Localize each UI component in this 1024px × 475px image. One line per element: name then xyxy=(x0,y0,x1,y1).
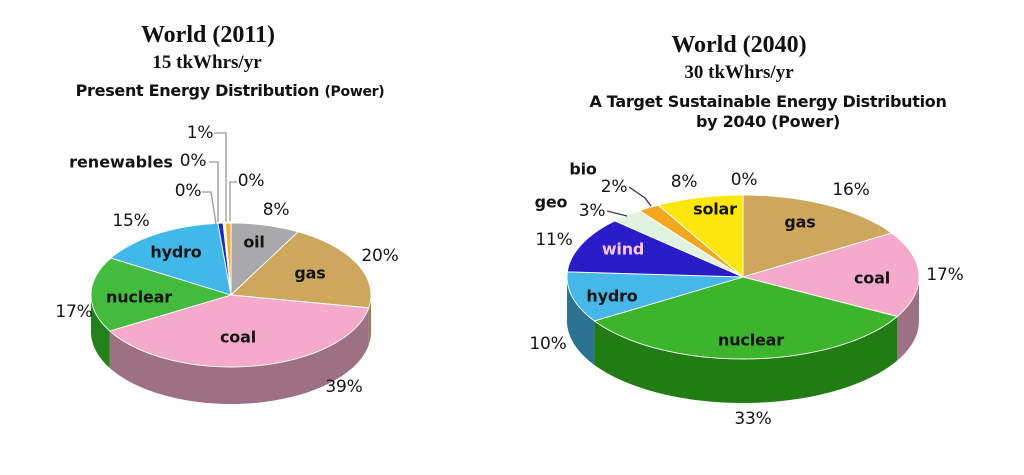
slice-label-nuclear-2040: nuclear xyxy=(718,330,784,350)
pie-slice-side xyxy=(91,295,110,368)
leader-line xyxy=(628,186,652,207)
chart-2011-subtitle-paren: (Power) xyxy=(324,84,385,100)
pie-slice-top xyxy=(230,231,372,309)
leader-line xyxy=(229,181,237,221)
pct-renewables-callout-1: 1% xyxy=(186,123,214,143)
chart-2011-capacity: 15 tkWhrs/yr xyxy=(152,52,262,73)
slice-label-coal-2011: coal xyxy=(220,327,256,347)
slice-label-geo-2040: geo xyxy=(534,192,568,212)
chart-2040-subtitle-line2: by 2040 (Power) xyxy=(696,112,840,131)
slice-label-bio-2040: bio xyxy=(569,159,597,179)
pct-hydro-2040: 10% xyxy=(529,334,567,354)
pct-renewables-callout-4: 0% xyxy=(237,171,265,191)
chart-2011-subtitle-main: Present Energy Distribution xyxy=(75,81,320,100)
pie-slice-top xyxy=(593,276,898,360)
pct-bio-2040: 2% xyxy=(600,177,628,197)
pie-slice-top xyxy=(230,222,299,296)
leader-line xyxy=(202,191,217,225)
pct-wind-2040: 11% xyxy=(535,230,573,250)
pie-2040 xyxy=(566,194,920,403)
slice-label-solar-2040: solar xyxy=(693,199,737,219)
pie-slice-side xyxy=(109,307,369,404)
pie-slice-top xyxy=(566,271,744,322)
leader-lines-2011 xyxy=(202,132,237,225)
pct-oil-2040: 0% xyxy=(730,170,758,190)
chart-2011-title: World (2011) xyxy=(140,22,275,48)
slice-label-gas-2040: gas xyxy=(784,212,816,232)
pct-gas-2040: 16% xyxy=(832,180,870,200)
pie-slice-top xyxy=(742,194,893,278)
pie-2011 xyxy=(90,222,372,404)
pie-slice-top xyxy=(639,204,744,278)
slice-label-nuclear-2011: nuclear xyxy=(106,287,172,307)
slice-label-hydro-2011: hydro xyxy=(150,242,202,262)
pie-slice-top xyxy=(742,232,920,317)
pie-slice-top xyxy=(110,222,232,296)
pie-slice-top xyxy=(90,257,232,332)
leader-line xyxy=(209,161,219,222)
slice-label-coal-2040: coal xyxy=(854,268,890,288)
pct-geo-2040: 3% xyxy=(578,201,606,221)
pct-nuclear-2011: 17% xyxy=(55,302,93,322)
pie-slice-top xyxy=(224,222,232,296)
pct-oil-2011: 8% xyxy=(262,200,290,220)
chart-2040-subtitle-line1: A Target Sustainable Energy Distribution xyxy=(589,92,947,111)
pct-coal-2011: 39% xyxy=(325,377,363,397)
slice-label-gas-2011: gas xyxy=(294,263,326,283)
pct-nuclear-2040: 33% xyxy=(734,409,772,429)
leader-line xyxy=(606,210,628,217)
chart-2011-subtitle: Present Energy Distribution (Power) xyxy=(30,81,430,102)
slice-label-wind-2040: wind xyxy=(601,239,645,259)
pct-gas-2011: 20% xyxy=(361,246,399,266)
pie-slice-side xyxy=(594,316,898,403)
pct-renewables-callout-2: 0% xyxy=(179,151,207,171)
chart-2040-title: World (2040) xyxy=(671,32,807,58)
pie-slice-top xyxy=(566,220,744,278)
pie-slice-top xyxy=(657,194,744,278)
pie-slice-side xyxy=(567,277,595,365)
chart-2040-capacity: 30 tkWhrs/yr xyxy=(684,62,794,83)
pie-slice-top xyxy=(109,294,370,368)
renewables-group-label: renewables xyxy=(69,152,173,172)
pct-renewables-callout-3: 0% xyxy=(174,181,202,201)
leader-line xyxy=(214,132,227,222)
slice-label-hydro-2040: hydro xyxy=(586,286,638,306)
pct-hydro-2011: 15% xyxy=(112,211,150,231)
slice-label-oil-2011: oil xyxy=(243,232,265,252)
leader-lines-2040 xyxy=(606,186,652,217)
pct-solar-2040: 8% xyxy=(670,172,698,192)
chart-2040-subtitle: A Target Sustainable Energy Distribution… xyxy=(568,92,968,132)
pct-coal-2040: 17% xyxy=(926,265,964,285)
